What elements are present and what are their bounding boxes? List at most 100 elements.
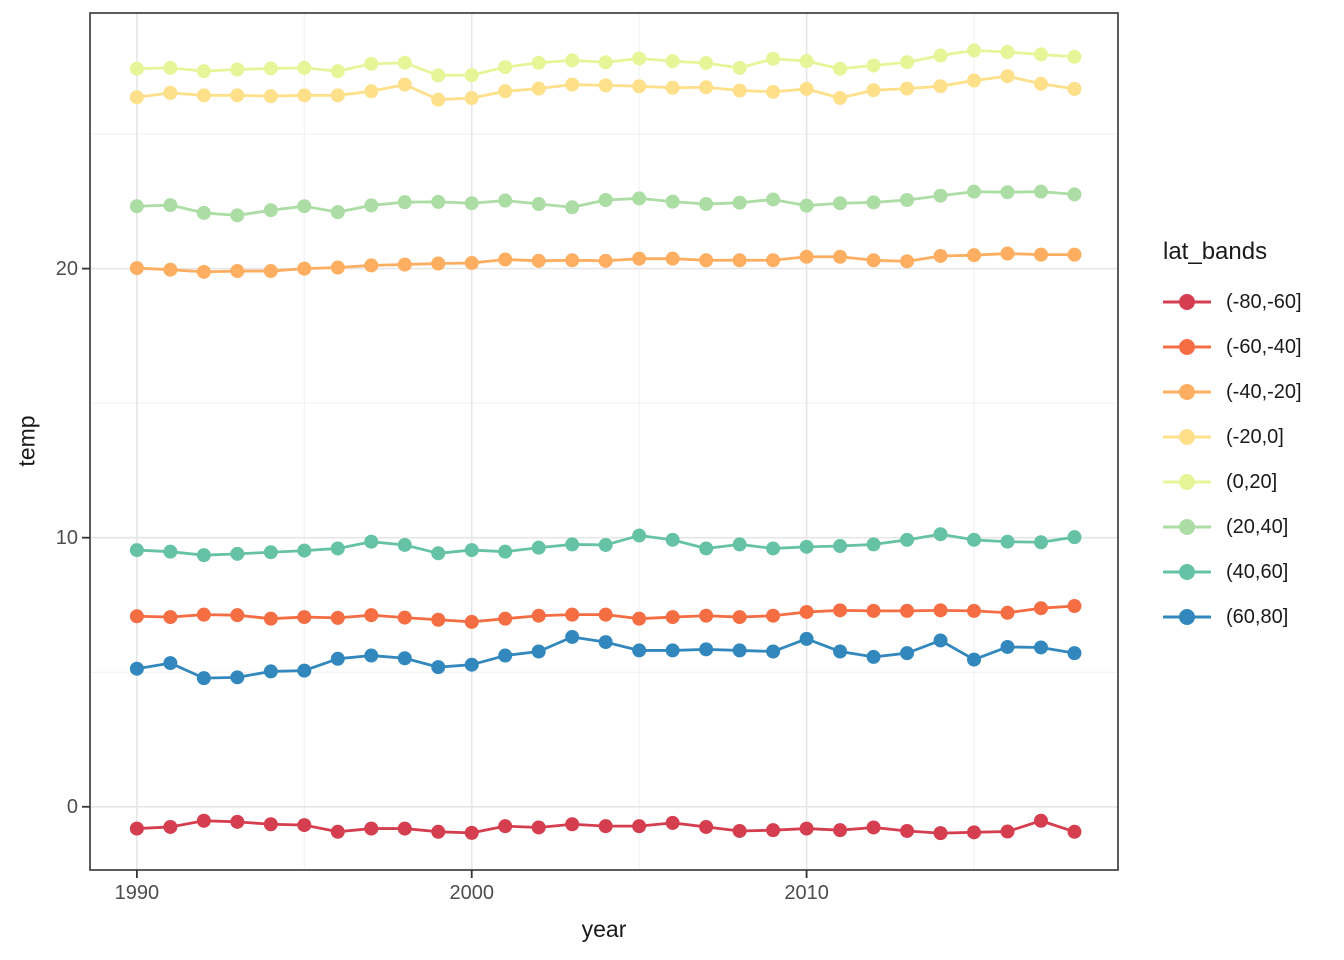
data-point (129, 609, 144, 624)
data-point (263, 264, 278, 279)
legend-item: (60,80] (1163, 605, 1302, 629)
data-point (699, 56, 714, 71)
data-point (833, 196, 848, 211)
data-point (900, 55, 915, 70)
data-point (297, 60, 312, 75)
data-point (732, 83, 747, 98)
data-point (163, 262, 178, 277)
data-point (732, 537, 747, 552)
data-point (163, 85, 178, 100)
data-point (967, 73, 982, 88)
data-point (1033, 813, 1048, 828)
data-point (866, 195, 881, 210)
data-point (933, 603, 948, 618)
data-point (766, 644, 781, 659)
data-point (967, 43, 982, 58)
data-point (665, 54, 680, 69)
data-point (431, 68, 446, 83)
panel-background (90, 13, 1118, 870)
legend-key-icon (1163, 519, 1211, 535)
data-point (129, 261, 144, 276)
data-point (632, 51, 647, 66)
legend-items: (-80,-60] (-60,-40] (-40,-20] (-20,0] (0,20]… (1163, 290, 1302, 629)
data-point (230, 264, 245, 279)
data-point (967, 248, 982, 263)
data-point (464, 196, 479, 211)
data-point (900, 646, 915, 661)
panel-border (89, 12, 1119, 871)
data-point (799, 821, 814, 836)
data-point (263, 817, 278, 832)
data-point (196, 813, 211, 828)
data-point (1067, 81, 1082, 96)
data-point (464, 91, 479, 106)
data-point (364, 56, 379, 71)
data-point (397, 257, 412, 272)
legend-title: lat_bands (1163, 238, 1268, 265)
data-point (364, 648, 379, 663)
data-point (732, 643, 747, 658)
data-point (598, 537, 613, 552)
data-point (833, 61, 848, 76)
data-point (833, 539, 848, 554)
data-point (364, 534, 379, 549)
data-point (866, 820, 881, 835)
data-point (632, 79, 647, 94)
legend-item: (-20,0] (1163, 425, 1302, 449)
y-tick-label: 10 (55, 526, 78, 549)
data-point (297, 88, 312, 103)
data-point (766, 608, 781, 623)
data-point (933, 826, 948, 841)
data-point (598, 253, 613, 268)
data-point (531, 644, 546, 659)
data-point (732, 253, 747, 268)
data-point (1067, 530, 1082, 545)
data-point (1000, 69, 1015, 84)
data-point (632, 611, 647, 626)
data-point (565, 200, 580, 215)
data-point (1033, 184, 1048, 199)
legend-item-label: (40,60] (1226, 560, 1289, 583)
data-point (263, 664, 278, 679)
data-point (1000, 534, 1015, 549)
data-point (431, 660, 446, 675)
data-point (1000, 639, 1015, 654)
y-axis-title: temp (13, 415, 40, 467)
data-point (665, 610, 680, 625)
data-point (967, 825, 982, 840)
data-point (330, 610, 345, 625)
data-point (364, 258, 379, 273)
data-point (163, 610, 178, 625)
data-point (1000, 45, 1015, 60)
data-point (565, 253, 580, 268)
data-point (230, 546, 245, 561)
data-point (632, 528, 647, 543)
legend-item: (40,60] (1163, 560, 1302, 584)
data-point (866, 537, 881, 552)
legend-item-label: (-40,-20] (1226, 380, 1302, 403)
legend-item-label: (20,40] (1226, 515, 1289, 538)
data-point (565, 537, 580, 552)
data-point (699, 642, 714, 657)
legend-item-label: (-80,-60] (1226, 290, 1302, 313)
data-point (1033, 640, 1048, 655)
data-point (129, 661, 144, 676)
legend-key-icon (1163, 564, 1211, 580)
data-point (464, 657, 479, 672)
data-point (364, 821, 379, 836)
data-point (699, 608, 714, 623)
data-point (1033, 601, 1048, 616)
data-point (565, 53, 580, 68)
data-point (498, 252, 513, 267)
data-point (498, 60, 513, 75)
data-point (1033, 247, 1048, 262)
data-point (330, 541, 345, 556)
data-point (297, 543, 312, 558)
data-point (1067, 49, 1082, 64)
data-point (129, 199, 144, 214)
legend-item-label: (60,80] (1226, 605, 1289, 628)
data-point (833, 644, 848, 659)
data-point (297, 818, 312, 833)
